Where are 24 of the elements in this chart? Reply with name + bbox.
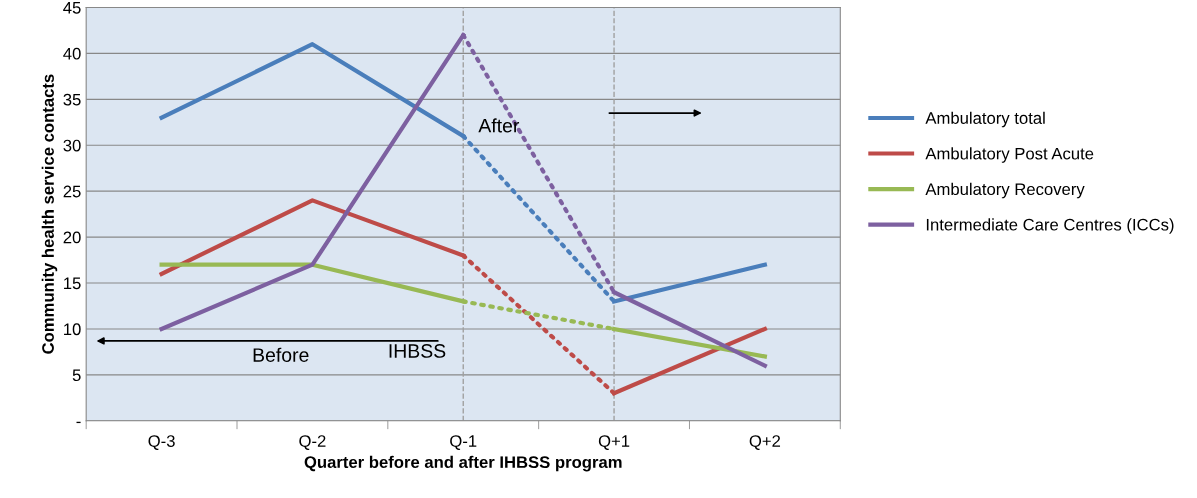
annotation: After	[478, 118, 520, 133]
y-tick-label: 25	[63, 185, 81, 198]
annotation: IHBSS	[389, 344, 446, 358]
y-tick-label: 35	[63, 93, 81, 106]
x-tick-label: Q-3	[148, 435, 175, 450]
x-axis-title: Quarter before and after IHBSS program	[304, 455, 622, 472]
x-tick-label: Q+1	[598, 435, 630, 450]
annotation: Before	[253, 347, 309, 362]
y-axis-title: Community health service contacts	[41, 74, 58, 354]
x-tick-label: Q-1	[450, 435, 477, 450]
y-tick-label: 20	[63, 231, 81, 244]
legend-label: Intermediate Care Centres (ICCs)	[926, 218, 1174, 234]
y-tick-label: -	[76, 421, 81, 424]
y-tick-label: 30	[63, 139, 81, 152]
x-tick-label: Q+2	[749, 435, 781, 450]
x-tick-label: Q-2	[299, 435, 326, 450]
y-tick-label: 45	[63, 2, 81, 14]
legend-label: Ambulatory total	[925, 111, 1045, 128]
y-tick-label: 40	[63, 47, 81, 60]
y-tick-label: 10	[64, 323, 81, 336]
y-tick-label: 5	[72, 369, 81, 382]
legend-label: Ambulatory Post Acute	[925, 147, 1094, 163]
legend-label: Ambulatory Recovery	[925, 182, 1085, 199]
y-tick-label: 15	[64, 277, 81, 290]
